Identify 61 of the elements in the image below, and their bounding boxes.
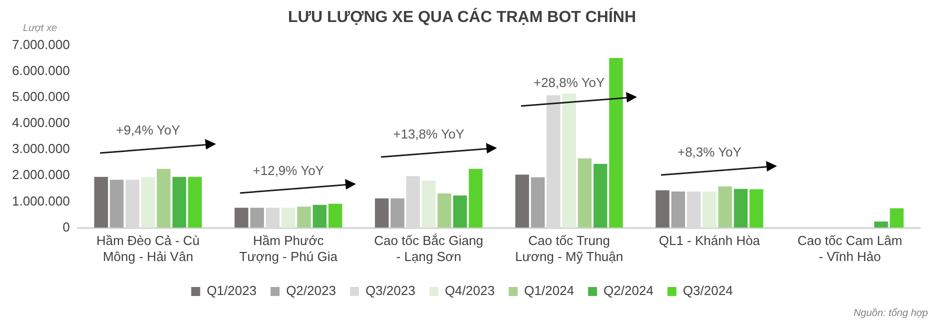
legend-label: Q2/2024 — [604, 283, 654, 298]
bar — [874, 222, 888, 228]
text: Nguồn: tổng hợp — [854, 306, 928, 319]
bar — [156, 168, 171, 228]
y-tick-label: 0 — [62, 219, 70, 234]
bar — [609, 58, 623, 228]
bar — [718, 186, 732, 228]
legend-label: Q2/2023 — [286, 283, 336, 298]
bar — [734, 188, 748, 228]
x-tick-label: Cao tốc Bắc Giang - Lạng Sơn — [374, 233, 484, 264]
annotation: +12,9% YoY — [252, 162, 324, 178]
annotation: +28,8% YoY — [533, 75, 606, 90]
legend-label: Q1/2023 — [206, 283, 257, 298]
bar — [312, 204, 327, 228]
x-tick-label: Cao tốc Cam Lâm - Vĩnh Hảo — [797, 233, 902, 264]
bar — [390, 198, 404, 228]
bar — [578, 158, 592, 228]
x-tick-label: Cao tốc Trung Lương - Mỹ Thuận — [515, 233, 624, 264]
bar — [328, 204, 342, 228]
legend-label: Q4/2023 — [444, 283, 495, 298]
bar — [890, 208, 904, 228]
chart-title: LƯU LƯỢNG XE QUA CÁC TRẠM BOT CHÍNH — [288, 7, 636, 26]
y-tick-label: 1.000.000 — [12, 193, 70, 208]
bar — [750, 189, 764, 228]
bar — [593, 164, 608, 228]
bar — [671, 192, 686, 228]
y-tick-label: 6.000.000 — [12, 62, 70, 78]
legend-label: Q3/2024 — [682, 283, 733, 298]
bar — [94, 176, 108, 228]
annotation: +9,4% YoY — [116, 122, 180, 138]
bar — [453, 195, 467, 228]
bar — [110, 180, 124, 228]
bar — [515, 174, 530, 228]
bar — [234, 208, 248, 228]
bar — [422, 180, 436, 228]
bar — [188, 176, 202, 228]
bar — [437, 193, 452, 228]
x-tick-label: Hầm Đèo Cả - Cù Mông - Hải Vân — [96, 233, 200, 264]
bar — [562, 93, 576, 228]
bar — [530, 177, 545, 228]
y-tick-label: 7.000.000 — [12, 36, 70, 52]
x-tick-label: Hầm Phước Tượng - Phú Gia — [239, 233, 338, 264]
bar — [297, 206, 311, 228]
legend-label: Q1/2024 — [524, 283, 574, 298]
y-tick-label: 5.000.000 — [12, 88, 70, 104]
bar — [468, 168, 483, 228]
y-axis-title: Lượt xe — [22, 22, 58, 34]
y-tick-label: 3.000.000 — [12, 141, 70, 156]
x-tick-label: QL1 - Khánh Hòa — [658, 233, 761, 248]
annotation: +13,8% YoY — [393, 126, 465, 142]
y-tick-label: 4.000.000 — [12, 115, 70, 130]
bar — [250, 208, 264, 228]
bar — [656, 190, 670, 228]
bar — [281, 208, 296, 228]
y-tick-label: 2.000.000 — [12, 167, 70, 182]
bar — [172, 176, 186, 228]
bar — [374, 198, 389, 228]
bar — [702, 192, 716, 228]
annotation: +8,3% YoY — [677, 144, 742, 160]
bar — [141, 177, 155, 228]
legend-label: Q3/2023 — [365, 283, 416, 298]
